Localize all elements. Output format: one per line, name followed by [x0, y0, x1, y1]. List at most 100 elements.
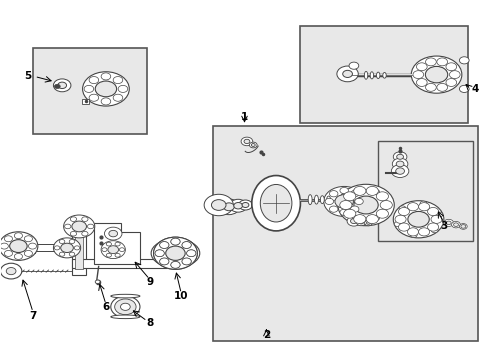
Polygon shape — [72, 258, 166, 267]
Circle shape — [353, 215, 365, 224]
Circle shape — [160, 258, 168, 265]
Circle shape — [160, 242, 168, 248]
Circle shape — [446, 221, 450, 225]
Circle shape — [61, 243, 73, 252]
Circle shape — [233, 203, 242, 209]
Circle shape — [443, 219, 453, 226]
Circle shape — [106, 242, 111, 246]
Circle shape — [69, 239, 75, 244]
Circle shape — [54, 246, 60, 250]
Ellipse shape — [320, 196, 324, 203]
Text: 3: 3 — [439, 221, 447, 231]
Ellipse shape — [369, 72, 373, 79]
Circle shape — [350, 190, 358, 197]
Circle shape — [182, 258, 191, 265]
Circle shape — [58, 82, 66, 89]
Circle shape — [395, 168, 404, 174]
Circle shape — [430, 228, 437, 233]
Text: 4: 4 — [471, 84, 478, 94]
Circle shape — [364, 220, 372, 226]
Circle shape — [24, 236, 32, 242]
Circle shape — [458, 85, 468, 93]
Circle shape — [81, 217, 88, 221]
Circle shape — [366, 186, 378, 195]
Ellipse shape — [314, 195, 318, 204]
Circle shape — [339, 188, 348, 194]
Circle shape — [70, 217, 77, 221]
Circle shape — [14, 253, 22, 260]
Circle shape — [407, 203, 418, 211]
Circle shape — [111, 296, 140, 318]
Circle shape — [372, 189, 379, 194]
Circle shape — [72, 221, 86, 232]
Circle shape — [366, 221, 370, 224]
Bar — [8, 239, 17, 253]
Circle shape — [412, 71, 423, 78]
Circle shape — [366, 215, 378, 224]
Ellipse shape — [260, 184, 291, 222]
Circle shape — [425, 66, 447, 83]
Circle shape — [186, 250, 196, 257]
Circle shape — [352, 216, 359, 220]
Circle shape — [453, 223, 458, 226]
Polygon shape — [94, 223, 140, 264]
Circle shape — [165, 246, 185, 260]
Circle shape — [398, 206, 405, 211]
Circle shape — [115, 253, 120, 257]
Circle shape — [0, 243, 8, 249]
Circle shape — [218, 199, 239, 215]
Polygon shape — [72, 226, 86, 275]
Circle shape — [436, 58, 447, 66]
Circle shape — [229, 199, 246, 212]
Ellipse shape — [151, 239, 200, 267]
Circle shape — [427, 223, 438, 231]
Bar — [377, 141, 472, 241]
Circle shape — [108, 246, 118, 253]
Circle shape — [153, 237, 197, 269]
Ellipse shape — [307, 195, 311, 204]
Text: 2: 2 — [262, 330, 269, 341]
Text: 9: 9 — [146, 277, 153, 287]
Circle shape — [241, 137, 252, 146]
Circle shape — [407, 228, 418, 236]
Circle shape — [249, 142, 257, 148]
Circle shape — [211, 200, 225, 210]
Circle shape — [101, 73, 110, 80]
Circle shape — [109, 230, 117, 237]
Circle shape — [436, 84, 447, 91]
Circle shape — [416, 78, 427, 86]
Circle shape — [63, 215, 95, 238]
Circle shape — [106, 253, 111, 257]
Circle shape — [24, 251, 32, 256]
Circle shape — [113, 94, 122, 101]
Circle shape — [458, 57, 468, 64]
Circle shape — [160, 258, 168, 265]
Circle shape — [382, 203, 389, 207]
Circle shape — [430, 215, 441, 223]
Circle shape — [182, 242, 191, 248]
Circle shape — [170, 238, 180, 245]
Circle shape — [336, 66, 358, 82]
Circle shape — [343, 209, 355, 218]
Circle shape — [28, 243, 37, 249]
Circle shape — [155, 250, 164, 257]
Circle shape — [379, 201, 391, 210]
Circle shape — [87, 224, 94, 229]
Text: 7: 7 — [29, 311, 37, 321]
Circle shape — [348, 62, 358, 69]
Circle shape — [160, 242, 168, 248]
Circle shape — [356, 219, 366, 226]
Circle shape — [445, 78, 456, 86]
Circle shape — [155, 250, 164, 257]
Circle shape — [398, 207, 409, 216]
Circle shape — [394, 215, 406, 223]
Circle shape — [325, 198, 333, 204]
Text: 1: 1 — [241, 112, 247, 122]
Circle shape — [170, 261, 180, 268]
Circle shape — [89, 94, 99, 101]
Circle shape — [375, 209, 387, 218]
Circle shape — [425, 84, 435, 91]
Circle shape — [343, 192, 355, 201]
Circle shape — [119, 248, 124, 252]
Circle shape — [118, 85, 127, 93]
